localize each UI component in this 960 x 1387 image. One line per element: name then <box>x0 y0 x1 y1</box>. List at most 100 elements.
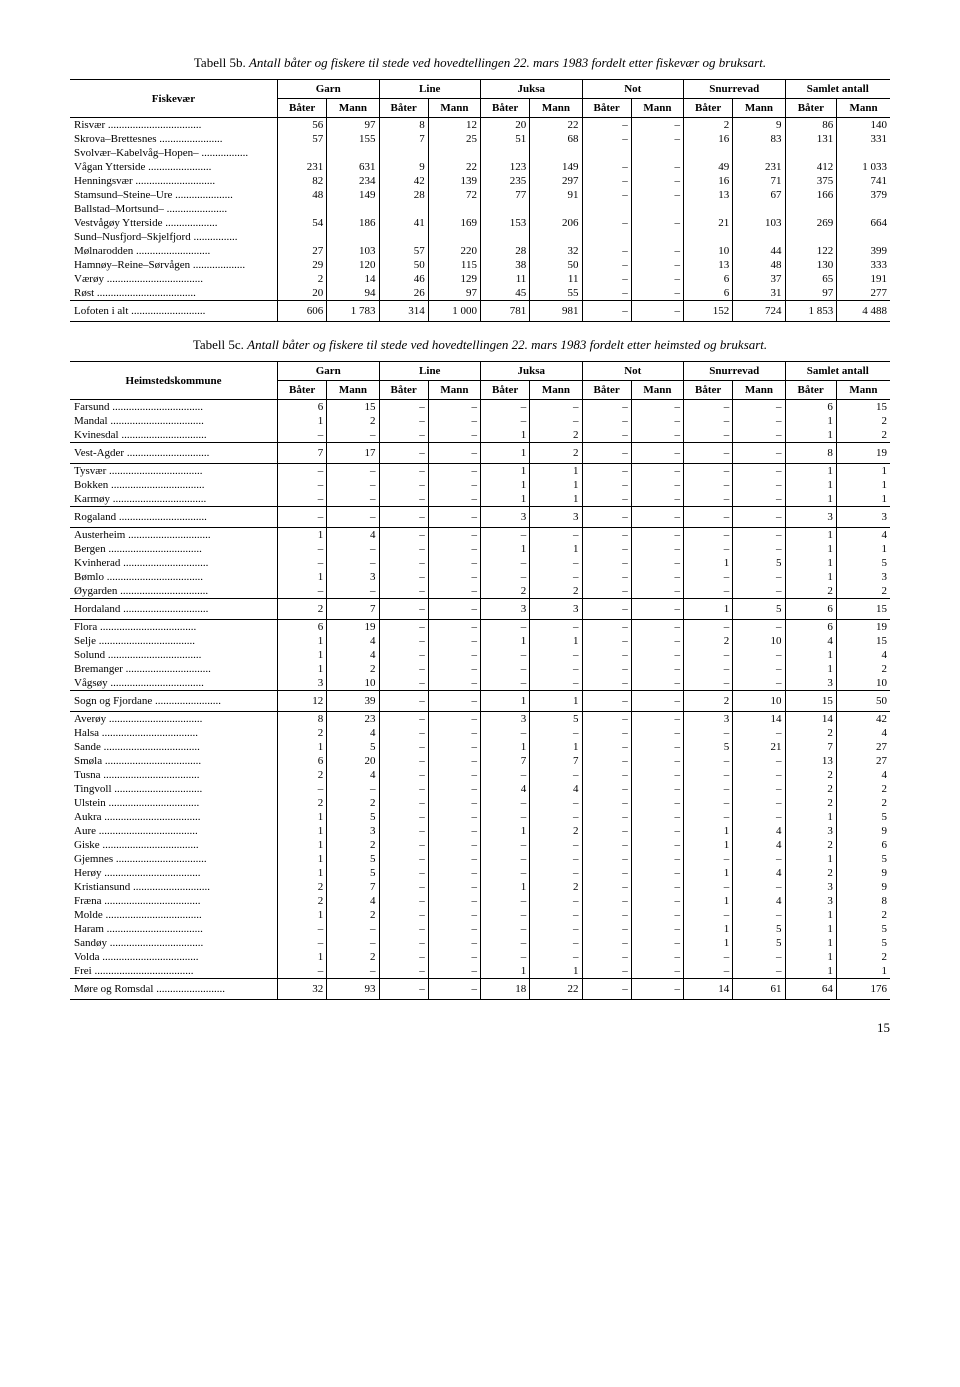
cell: 152 <box>684 301 733 322</box>
cell: 94 <box>327 286 379 301</box>
cell: 3 <box>278 676 327 691</box>
row-label: Vestvågøy Ytterside ................... <box>70 216 278 230</box>
cell: 10 <box>733 691 785 712</box>
table-row: Stamsund–Steine–Ure ....................… <box>70 188 890 202</box>
cell: 1 <box>278 648 327 662</box>
group-header: Samlet antall <box>785 80 890 99</box>
cell: – <box>530 852 582 866</box>
cell: – <box>428 908 480 922</box>
cell: 1 <box>278 866 327 880</box>
row-label: Skrova–Brettesnes ......................… <box>70 132 278 146</box>
cell: – <box>428 648 480 662</box>
cell: 1 <box>785 528 836 543</box>
group-header: Not <box>582 80 684 99</box>
row-label: Vågan Ytterside ....................... <box>70 160 278 174</box>
cell: – <box>733 464 785 479</box>
cell: 1 <box>684 936 733 950</box>
cell: 1 <box>481 740 530 754</box>
cell: 86 <box>785 118 837 133</box>
table-row: Aukra ..................................… <box>70 810 890 824</box>
cell: – <box>379 542 428 556</box>
cell: 206 <box>530 216 582 230</box>
table-row: Karmøy .................................… <box>70 492 890 507</box>
cell: 1 <box>785 662 836 676</box>
cell: 1 <box>278 950 327 964</box>
cell: – <box>582 768 631 782</box>
sub-header: Båter <box>582 99 631 118</box>
cell: – <box>631 492 683 507</box>
cell: – <box>379 428 428 443</box>
cell: 1 <box>785 936 836 950</box>
cell: – <box>631 528 683 543</box>
cell: 39 <box>327 691 379 712</box>
cell: 1 <box>530 691 582 712</box>
cell <box>278 146 327 160</box>
cell: – <box>582 979 631 1000</box>
row-label: Tysvær .................................… <box>70 464 278 479</box>
cell: – <box>733 570 785 584</box>
cell: – <box>733 528 785 543</box>
cell: – <box>631 796 683 810</box>
cell: 2 <box>327 662 379 676</box>
cell: 4 <box>481 782 530 796</box>
cell <box>631 230 683 244</box>
cell: 2 <box>278 599 327 620</box>
cell: 71 <box>733 174 785 188</box>
cell: 1 <box>278 414 327 428</box>
cell: 10 <box>836 676 890 691</box>
cell <box>428 230 480 244</box>
cell: 1 <box>530 740 582 754</box>
cell: 2 <box>278 796 327 810</box>
group-header: Not <box>582 362 684 381</box>
cell: – <box>631 662 683 676</box>
table-5b: FiskeværGarnLineJuksaNotSnurrevadSamlet … <box>70 79 890 322</box>
cell: – <box>428 950 480 964</box>
cell: – <box>631 464 683 479</box>
cell: – <box>684 964 733 979</box>
cell: – <box>582 880 631 894</box>
group-header: Garn <box>278 80 380 99</box>
cell: – <box>428 507 480 528</box>
cell: 1 <box>481 691 530 712</box>
cell: – <box>582 852 631 866</box>
cell: 77 <box>481 188 530 202</box>
cell: 4 <box>836 648 890 662</box>
cell: 412 <box>785 160 837 174</box>
cell: – <box>582 740 631 754</box>
cell: 9 <box>379 160 428 174</box>
table-row: Haram ..................................… <box>70 922 890 936</box>
cell: – <box>582 286 631 301</box>
cell: 2 <box>836 782 890 796</box>
cell: – <box>379 726 428 740</box>
cell: 2 <box>684 118 733 133</box>
cell: 1 <box>785 478 836 492</box>
cell: – <box>684 414 733 428</box>
caption-prefix: Tabell 5c. <box>193 337 247 352</box>
cell: – <box>631 428 683 443</box>
sub-header: Mann <box>327 99 379 118</box>
row-header: Heimstedskommune <box>70 362 278 400</box>
cell: 64 <box>785 979 836 1000</box>
cell: – <box>379 507 428 528</box>
cell: 1 <box>785 542 836 556</box>
cell: 4 <box>733 824 785 838</box>
cell: – <box>631 258 683 272</box>
cell <box>481 202 530 216</box>
cell: – <box>530 908 582 922</box>
cell: – <box>684 880 733 894</box>
cell: – <box>684 908 733 922</box>
caption-prefix: Tabell 5b. <box>194 55 249 70</box>
cell: – <box>481 662 530 676</box>
table-row: Aure ...................................… <box>70 824 890 838</box>
cell: – <box>428 428 480 443</box>
cell: 31 <box>733 286 785 301</box>
cell: – <box>278 964 327 979</box>
cell <box>837 230 890 244</box>
cell: 4 <box>785 634 836 648</box>
cell: 15 <box>836 400 890 415</box>
cell <box>278 230 327 244</box>
cell <box>582 230 631 244</box>
cell: – <box>428 852 480 866</box>
cell: 4 <box>327 768 379 782</box>
cell: – <box>631 852 683 866</box>
